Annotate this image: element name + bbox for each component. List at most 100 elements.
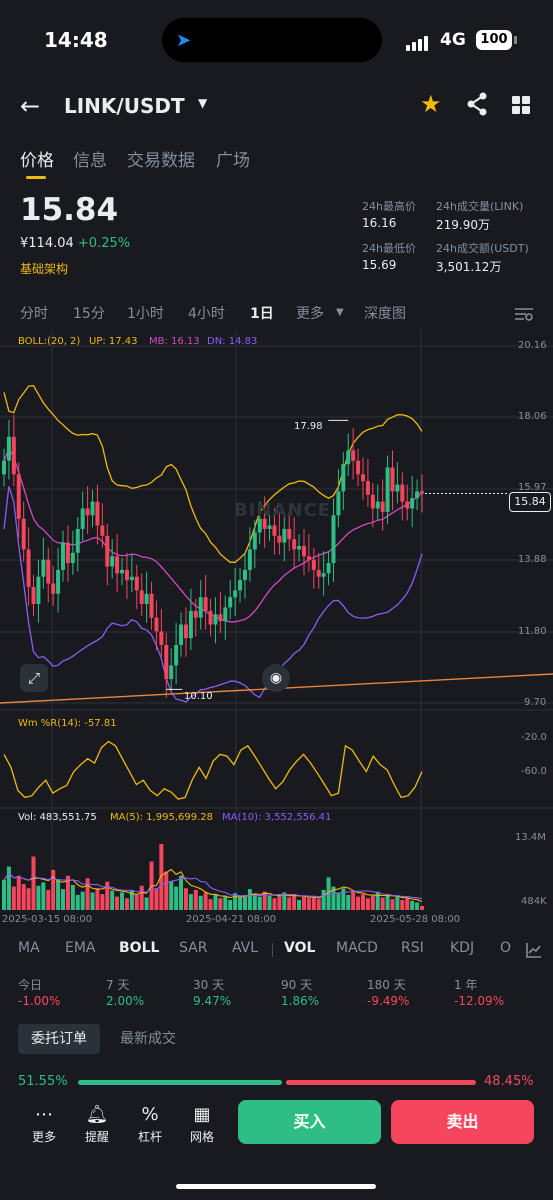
ind-tab-boll[interactable]: BOLL (119, 940, 160, 956)
ind-tab-ma[interactable]: MA (18, 940, 40, 956)
volume-bar (233, 893, 238, 910)
ind-tab-rsi[interactable]: RSI (401, 940, 424, 956)
volume-bar (292, 894, 297, 910)
amount-label: 24h成交额(USDT) (436, 242, 529, 255)
grid-bot-icon: ▦ (193, 1104, 211, 1125)
volume-bar (420, 905, 424, 910)
last-price: 15.84 (20, 192, 119, 228)
volume-bar (247, 889, 252, 910)
candle-body (233, 590, 238, 598)
candle-body (90, 501, 95, 516)
volume-bar (370, 895, 375, 910)
candle-body (100, 525, 105, 536)
ind-tab-other[interactable]: O (500, 940, 512, 956)
candle-body (129, 576, 134, 581)
volume-bar (301, 896, 306, 910)
candle-body (316, 569, 321, 577)
volume-bar (2, 879, 6, 910)
candle-body (336, 491, 341, 516)
volume-bar (85, 878, 90, 910)
caret-down-icon[interactable]: ▼ (198, 96, 208, 110)
candle-body (31, 586, 36, 605)
candle-body (36, 576, 41, 605)
ind-tab-macd[interactable]: MACD (336, 940, 378, 956)
volume-bar (183, 888, 188, 910)
tf-1d[interactable]: 1日 (250, 306, 274, 322)
volume-bar (51, 869, 56, 910)
wr-tick: -20.0 (521, 732, 547, 743)
more-button[interactable]: ⋯ 更多 (24, 1104, 64, 1145)
sell-ratio: 48.45% (484, 1074, 534, 1089)
favorite-star-icon[interactable]: ★ (420, 90, 442, 118)
tf-4h[interactable]: 4小时 (188, 306, 225, 322)
indicator-settings-icon[interactable] (526, 942, 542, 958)
volume-bar (375, 891, 380, 910)
candle-body (164, 644, 169, 680)
perf-value: -12.09% (454, 994, 505, 1008)
volume-bar (405, 898, 410, 910)
candle-body (174, 644, 179, 666)
volume-bar (213, 894, 218, 910)
tab-square[interactable]: 广场 (216, 151, 250, 171)
sell-button[interactable]: 卖出 (391, 1100, 534, 1144)
share-icon[interactable] (466, 92, 488, 116)
grid-bot-label: 网格 (189, 1130, 214, 1144)
tab-order-book[interactable]: 委托订单 (18, 1024, 100, 1054)
chart-svg[interactable] (0, 330, 553, 932)
leverage-button[interactable]: % 杠杆 (130, 1104, 170, 1145)
tf-more[interactable]: 更多 (296, 306, 324, 322)
price-change: +0.25% (77, 236, 131, 251)
boll-middle-line (3, 447, 423, 623)
candle-body (154, 617, 159, 632)
volume-bar (228, 899, 233, 910)
battery-icon: 100 (476, 30, 512, 50)
ind-tab-ema[interactable]: EMA (65, 940, 96, 956)
ind-tab-sar[interactable]: SAR (179, 940, 208, 956)
volume-bar (129, 889, 134, 910)
candle-body (56, 569, 61, 594)
alert-button[interactable]: 🔔︎ 提醒 (77, 1104, 117, 1145)
buy-button[interactable]: 买入 (238, 1100, 381, 1144)
pair-title[interactable]: LINK/USDT (64, 94, 185, 118)
ind-tab-vol[interactable]: VOL (284, 940, 316, 956)
tf-1h[interactable]: 1小时 (127, 306, 164, 322)
candle-body (11, 436, 16, 475)
eye-icon[interactable]: ◉ (262, 664, 290, 692)
dynamic-island (162, 18, 382, 62)
fullscreen-icon[interactable]: ⤢ (20, 664, 48, 692)
tab-price[interactable]: 价格 (20, 151, 54, 171)
tab-trading-data[interactable]: 交易数据 (127, 151, 195, 171)
candle-body (198, 597, 203, 618)
grid-bot-button[interactable]: ▦ 网格 (182, 1104, 222, 1145)
tf-depth[interactable]: 深度图 (364, 306, 406, 322)
caret-down-icon[interactable]: ▼ (336, 307, 344, 318)
category-tag[interactable]: 基础架构 (20, 262, 69, 276)
ind-tab-kdj[interactable]: KDJ (450, 940, 475, 956)
volume-bar (56, 879, 61, 910)
wr-tick: -60.0 (521, 766, 547, 777)
candle-body (262, 518, 267, 529)
tf-15m[interactable]: 15分 (73, 306, 105, 322)
boll-mb-value: MB: 16.13 (149, 336, 200, 347)
candle-body (105, 535, 110, 567)
wr-line (3, 740, 423, 800)
back-arrow-icon[interactable]: ← (20, 92, 41, 120)
tab-info[interactable]: 信息 (73, 151, 107, 171)
candle-body (213, 614, 218, 625)
layout-grid-icon[interactable] (512, 96, 530, 114)
chart-settings-icon[interactable] (514, 306, 534, 322)
date-tick: 2025-05-28 08:00 (370, 914, 461, 925)
candle-body (341, 464, 346, 492)
volume-bar (321, 889, 326, 910)
candle-body (223, 607, 228, 622)
kline-chart[interactable]: BOLL:(20, 2) UP: 17.43 MB: 16.13 DN: 14.… (0, 330, 553, 932)
volume-bar (316, 899, 321, 910)
ind-tab-avl[interactable]: AVL (232, 940, 259, 956)
tab-latest-trades[interactable]: 最新成交 (120, 1031, 176, 1047)
watermark: BINANCE (234, 500, 331, 521)
volume-label: 24h成交量(LINK) (436, 200, 524, 213)
tf-timeline[interactable]: 分时 (20, 306, 48, 322)
volume-bar (31, 856, 36, 910)
volume-bar (390, 899, 395, 910)
candle-body (41, 559, 46, 577)
